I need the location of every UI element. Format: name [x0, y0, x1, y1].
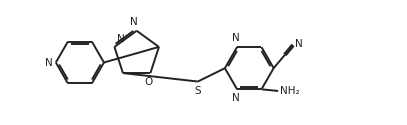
Text: N: N — [232, 93, 240, 103]
Text: N: N — [131, 17, 138, 27]
Text: N: N — [117, 34, 125, 44]
Text: S: S — [195, 86, 201, 96]
Text: N: N — [295, 39, 303, 49]
Text: N: N — [45, 58, 53, 68]
Text: NH₂: NH₂ — [280, 86, 299, 96]
Text: O: O — [144, 77, 153, 87]
Text: N: N — [232, 33, 240, 43]
